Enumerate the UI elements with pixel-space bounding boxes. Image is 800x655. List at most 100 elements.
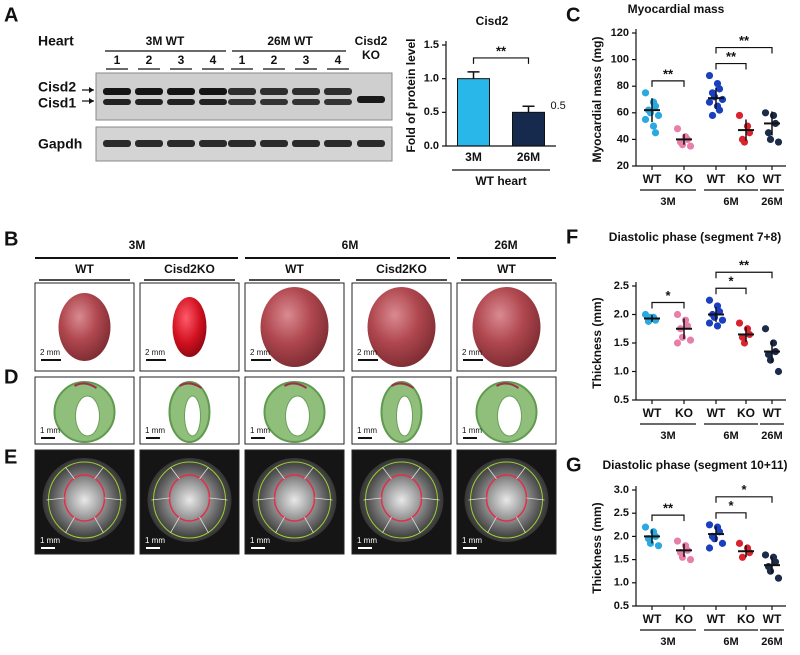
data-point (718, 95, 727, 104)
scale-label: 2 mm (145, 348, 165, 357)
data-point (735, 539, 744, 547)
scale-label: 2 mm (40, 348, 60, 357)
genotype-label: WT (497, 262, 516, 276)
y-tick-label: 1.5 (614, 337, 629, 349)
data-point (710, 535, 719, 543)
segment-line (94, 466, 104, 480)
band (167, 99, 195, 105)
scale-label: 1 mm (357, 536, 377, 545)
significance-bracket (651, 301, 685, 309)
y-axis-label: Thickness (mm) (590, 502, 604, 593)
group-label: 26M (761, 430, 782, 442)
band (199, 99, 227, 105)
bar (457, 78, 490, 147)
blot-membrane (95, 72, 393, 121)
data-point (686, 142, 695, 150)
band (357, 96, 385, 103)
heart-photo (260, 287, 329, 367)
vessel (73, 382, 98, 389)
chart-title: Diastolic phase (segment 7+8) (609, 230, 781, 244)
data-point (683, 322, 692, 330)
chart-title: Cisd2 (476, 14, 509, 28)
ventricle (497, 395, 522, 437)
segment-line (256, 497, 275, 501)
data-point (654, 542, 663, 550)
band (199, 88, 227, 95)
x-tick-label: WT (763, 612, 782, 626)
mri-heart (464, 458, 549, 542)
segment-line (468, 497, 487, 501)
heart-photo (172, 297, 207, 357)
y-tick-label: 60 (617, 107, 629, 119)
y-tick-label: 2.0 (614, 530, 629, 542)
band-label: Gapdh (38, 136, 82, 152)
segment-line (487, 516, 497, 534)
lane-label: 1 (114, 53, 121, 67)
age-label: 6M (342, 238, 359, 252)
data-point (646, 313, 655, 321)
data-point (771, 558, 780, 566)
significance-label: ** (663, 501, 674, 516)
scale-label: 2 mm (462, 348, 482, 357)
y-tick-label: 1.0 (614, 365, 629, 377)
scale-label: 1 mm (40, 536, 60, 545)
ventricle (396, 395, 413, 437)
segment-line (526, 497, 545, 501)
segment-line (199, 466, 209, 480)
panel-label: A (4, 4, 18, 26)
panel-label: F (566, 226, 578, 248)
data-point (673, 310, 682, 319)
y-tick-label: 0.5 (614, 394, 629, 406)
ventricle (285, 395, 310, 437)
data-point (649, 122, 658, 130)
vessel (390, 382, 415, 389)
band (357, 140, 385, 147)
data-point (673, 125, 682, 133)
significance-label: * (728, 274, 734, 289)
x-tick-label: KO (737, 406, 755, 420)
data-point (764, 350, 773, 358)
group-label: 3M (660, 636, 675, 648)
segment-line (516, 516, 526, 534)
data-point (715, 106, 724, 114)
lane-label: 4 (210, 53, 217, 67)
segment-line (199, 516, 209, 534)
data-point (745, 549, 754, 557)
mri-heart (147, 458, 232, 542)
scale-label: 2 mm (250, 348, 270, 357)
band (324, 99, 352, 105)
value-label: 0.5 (551, 100, 566, 112)
segment-line (314, 497, 333, 501)
segment-line (382, 466, 392, 480)
x-tick-label: WT (707, 406, 726, 420)
x-tick-label: 26M (517, 150, 540, 164)
y-tick-label: 1.0 (424, 73, 439, 85)
chart-title: Myocardial mass (628, 2, 725, 16)
segment-line (363, 497, 382, 501)
group-label: 26M (761, 196, 782, 208)
band (103, 99, 131, 105)
data-point (766, 356, 775, 364)
data-point (715, 308, 724, 316)
lane-label: 1 (239, 53, 246, 67)
significance-label: * (741, 482, 747, 497)
significance-label: ** (726, 49, 737, 64)
data-point (641, 523, 650, 531)
scale-label: 1 mm (145, 426, 165, 435)
y-tick-label: 2.0 (614, 308, 629, 320)
y-tick-label: 80 (617, 80, 629, 92)
mri-heart (42, 458, 127, 542)
significance-label: ** (739, 33, 750, 48)
segment-line (382, 516, 392, 534)
segment-line (170, 466, 180, 480)
group-label: 6M (723, 430, 738, 442)
scale-label: 1 mm (462, 536, 482, 545)
scale-label: 1 mm (357, 426, 377, 435)
panel-label: C (566, 4, 580, 26)
data-point (769, 111, 778, 120)
heart-photo (367, 287, 436, 367)
y-tick-label: 0.5 (424, 106, 439, 118)
y-tick-label: 100 (611, 54, 629, 66)
band-label: Cisd2 (38, 79, 76, 95)
data-point (761, 551, 770, 559)
